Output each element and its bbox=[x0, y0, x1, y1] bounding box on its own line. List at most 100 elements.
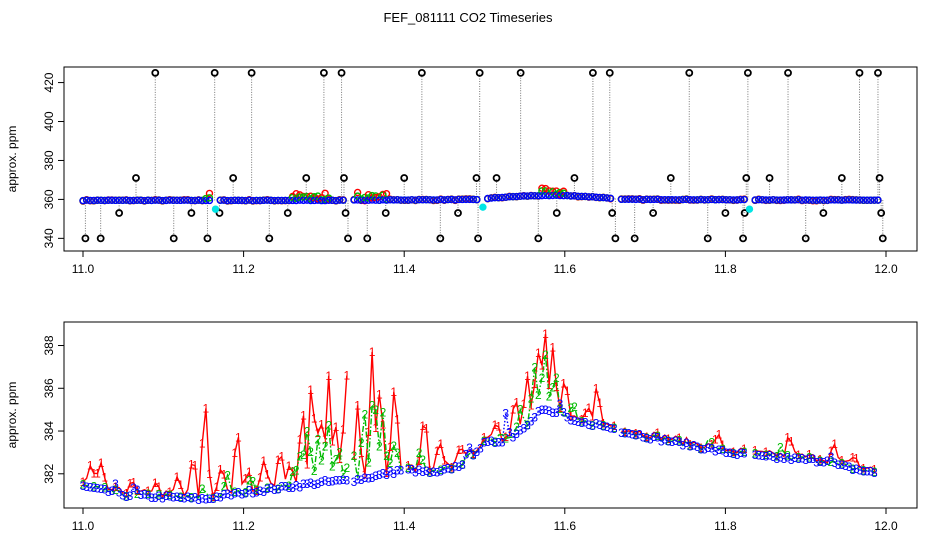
blue-point bbox=[375, 196, 384, 204]
red-point bbox=[545, 187, 553, 195]
series-2-marker: 2 bbox=[567, 401, 574, 415]
series-3-marker: 3 bbox=[679, 439, 686, 453]
series-2-marker: 2 bbox=[311, 464, 318, 478]
series-3-marker: 3 bbox=[871, 466, 878, 480]
series-1-marker: 1 bbox=[871, 463, 878, 477]
blue-point bbox=[751, 196, 759, 204]
series-1-marker: 1 bbox=[380, 417, 387, 431]
spike-point bbox=[247, 68, 256, 77]
blue-point bbox=[119, 196, 127, 205]
series-3-marker: 3 bbox=[513, 427, 520, 441]
blue-point bbox=[588, 193, 597, 201]
series-2-marker: 2 bbox=[549, 380, 556, 394]
series-3-marker: 3 bbox=[221, 487, 228, 501]
series-2-marker: 2 bbox=[293, 464, 300, 478]
series-2-marker: 2 bbox=[307, 445, 314, 459]
series-3-marker: 3 bbox=[275, 483, 282, 497]
series-3-marker: 3 bbox=[860, 464, 867, 478]
x-tick-label: 11.4 bbox=[393, 519, 416, 533]
series-3-marker: 3 bbox=[734, 448, 741, 462]
series-2-marker: 2 bbox=[231, 485, 238, 499]
series-2-marker: 2 bbox=[448, 462, 455, 476]
series-3-marker: 3 bbox=[278, 479, 285, 493]
series-3-marker: 3 bbox=[835, 458, 842, 472]
series-2-marker: 2 bbox=[166, 488, 173, 502]
series-3-marker: 3 bbox=[268, 481, 275, 495]
blue-point bbox=[689, 196, 698, 204]
series-3-marker: 3 bbox=[455, 460, 462, 474]
spike-point bbox=[740, 209, 749, 217]
series-1-marker: 1 bbox=[318, 417, 325, 431]
series-2-marker: 2 bbox=[687, 439, 694, 453]
series-3-marker: 3 bbox=[228, 488, 235, 502]
blue-point bbox=[216, 196, 225, 204]
series-2-marker: 2 bbox=[719, 442, 726, 456]
y-tick-label: 400 bbox=[42, 111, 56, 131]
series-2-marker: 2 bbox=[773, 450, 780, 464]
x-tick-label: 11.8 bbox=[714, 262, 737, 276]
series-3-marker: 3 bbox=[80, 479, 87, 493]
series-3-marker: 3 bbox=[224, 487, 231, 501]
series-1-marker: 1 bbox=[315, 426, 322, 440]
series-3-marker: 3 bbox=[137, 488, 144, 502]
spike-point bbox=[492, 174, 501, 182]
blue-point bbox=[700, 196, 709, 204]
blue-point bbox=[473, 195, 481, 204]
series-1-marker: 1 bbox=[166, 485, 173, 499]
blue-point bbox=[194, 196, 203, 204]
series-1-line bbox=[353, 351, 402, 475]
series-3-marker: 3 bbox=[484, 435, 491, 449]
blue-point bbox=[856, 196, 864, 204]
series-3-marker: 3 bbox=[824, 454, 831, 468]
series-2-marker: 2 bbox=[777, 441, 784, 455]
series-3-marker: 3 bbox=[246, 484, 253, 498]
spike-point bbox=[203, 234, 212, 243]
blue-point bbox=[411, 196, 420, 204]
series-3-marker: 3 bbox=[195, 493, 202, 507]
series-1-marker: 1 bbox=[665, 432, 672, 446]
series-1-marker: 1 bbox=[600, 417, 607, 431]
series-3-marker: 3 bbox=[611, 422, 618, 436]
blue-point bbox=[812, 196, 821, 204]
series-2-marker: 2 bbox=[459, 457, 466, 471]
spike-point bbox=[337, 68, 346, 77]
blue-point bbox=[97, 196, 105, 205]
series-1-marker: 1 bbox=[806, 448, 813, 462]
series-3-marker: 3 bbox=[307, 476, 314, 490]
blue-point bbox=[780, 196, 788, 204]
series-2-marker: 2 bbox=[394, 446, 401, 460]
series-3-marker: 3 bbox=[810, 452, 817, 466]
x-tick-label: 11.2 bbox=[232, 519, 255, 533]
series-3-marker: 3 bbox=[690, 439, 697, 453]
blue-point bbox=[574, 192, 582, 201]
series-2-marker: 2 bbox=[304, 425, 311, 439]
blue-point bbox=[816, 196, 824, 204]
series-3-marker: 3 bbox=[109, 484, 116, 498]
series-1-marker: 1 bbox=[521, 397, 528, 411]
blue-point bbox=[661, 196, 669, 204]
x-tick-label: 11.4 bbox=[393, 262, 416, 276]
blue-point bbox=[769, 196, 777, 204]
series-3-marker: 3 bbox=[148, 491, 155, 505]
series-3-marker: 3 bbox=[542, 403, 549, 417]
series-2-marker: 2 bbox=[528, 391, 535, 405]
series-3-marker: 3 bbox=[249, 487, 256, 501]
series-3-marker: 3 bbox=[448, 463, 455, 477]
series-3-marker: 3 bbox=[838, 458, 845, 472]
series-1-marker: 1 bbox=[362, 468, 369, 482]
blue-point bbox=[86, 196, 94, 205]
series-3-marker: 3 bbox=[849, 463, 856, 477]
series-3-marker: 3 bbox=[712, 444, 719, 458]
series-3-marker: 3 bbox=[582, 415, 589, 429]
blue-point bbox=[715, 195, 723, 204]
series-3-marker: 3 bbox=[445, 461, 452, 475]
series-2-line bbox=[754, 446, 875, 473]
blue-point bbox=[238, 196, 246, 205]
series-3-marker: 3 bbox=[199, 492, 206, 506]
blue-point bbox=[310, 196, 318, 205]
blue-point bbox=[122, 196, 131, 204]
blue-point bbox=[827, 196, 835, 204]
series-1-marker: 1 bbox=[383, 466, 390, 480]
series-3-marker: 3 bbox=[600, 420, 607, 434]
spike-point bbox=[344, 234, 352, 243]
